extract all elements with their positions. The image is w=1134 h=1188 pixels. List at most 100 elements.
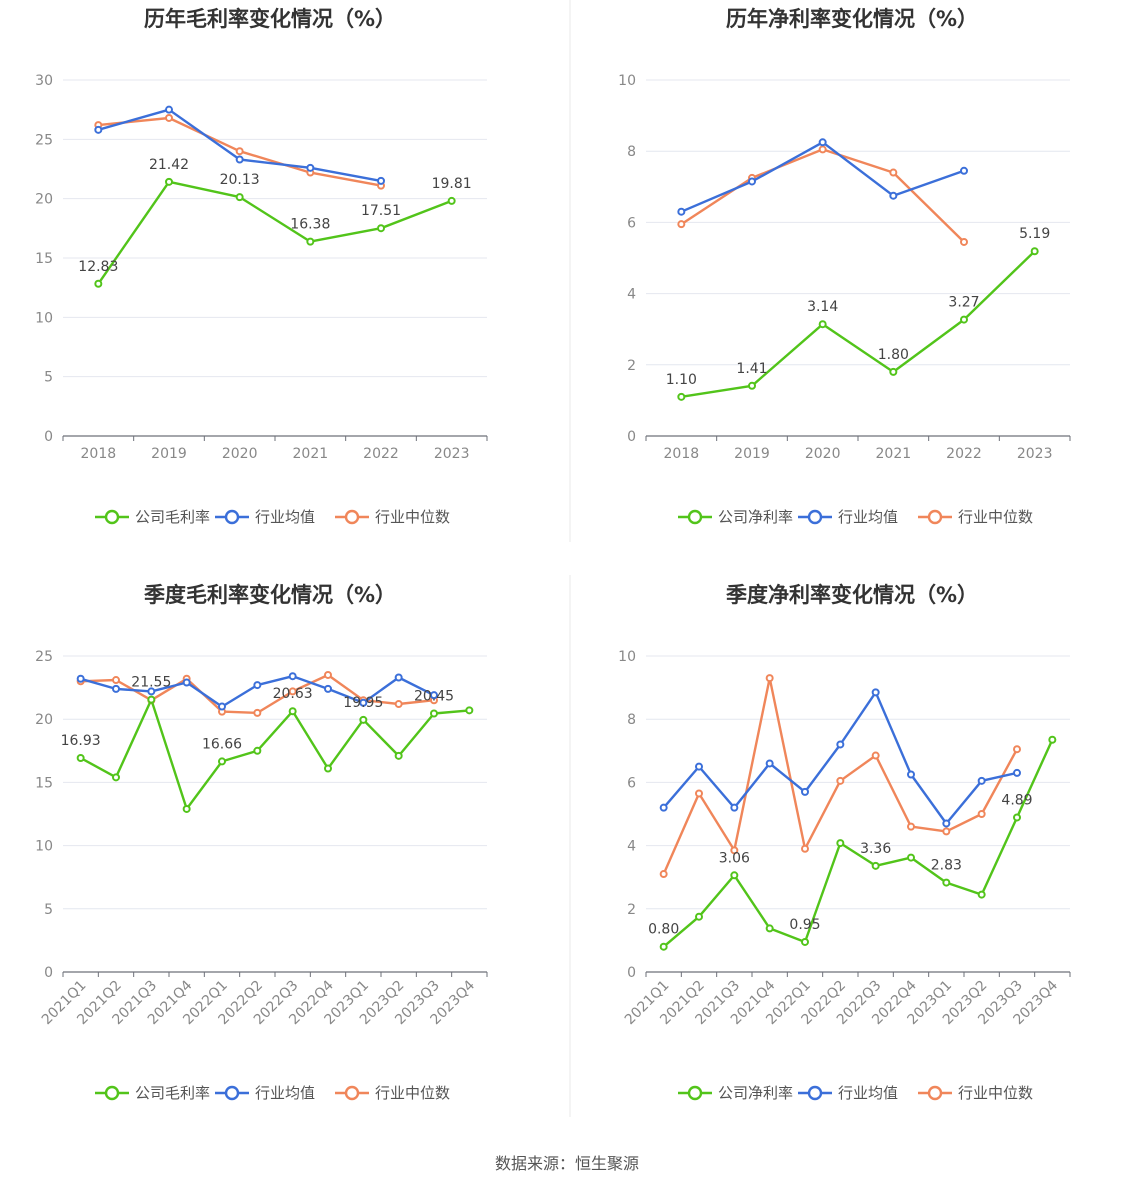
data-point: [253, 708, 262, 717]
legend-label: 公司净利率: [718, 1084, 793, 1102]
legend-marker: [344, 509, 360, 525]
y-tick-label: 5: [44, 902, 53, 918]
data-label: 3.36: [860, 841, 891, 857]
data-point: [677, 207, 686, 216]
data-point: [112, 773, 120, 782]
y-tick-label: 25: [35, 132, 53, 148]
series-avg: [76, 672, 438, 711]
series-line: [80, 698, 470, 811]
data-label: 20.45: [414, 689, 454, 705]
data-label: 19.95: [343, 695, 383, 711]
series-line: [662, 739, 1054, 948]
y-tick-label: 8: [627, 712, 636, 728]
series-company: [677, 247, 1039, 401]
data-label: 4.89: [1001, 792, 1032, 808]
data-point: [430, 709, 438, 718]
x-tick-label: 2019: [734, 446, 770, 462]
data-point: [942, 819, 951, 828]
data-point: [394, 673, 403, 682]
data-point: [324, 764, 332, 773]
data-point: [359, 715, 368, 724]
data-label: 16.38: [290, 217, 330, 233]
series-line: [97, 180, 453, 285]
y-tick-label: 10: [618, 649, 636, 665]
data-label: 0.95: [789, 917, 820, 933]
x-tick-label: 2021: [293, 446, 329, 462]
data-point: [942, 878, 951, 887]
data-point: [960, 166, 968, 175]
y-tick-label: 5: [44, 370, 53, 386]
data-point: [907, 770, 915, 779]
data-point: [76, 754, 85, 763]
chart-title: 历年净利率变化情况（%）: [726, 7, 978, 31]
data-point: [677, 392, 686, 401]
legend-label: 行业均值: [838, 508, 898, 526]
legend-marker: [344, 1085, 360, 1101]
legend: 公司净利率 行业均值 行业中位数: [678, 508, 1033, 526]
data-point: [1048, 735, 1057, 744]
x-tick-label: 2022: [946, 446, 982, 462]
data-point: [977, 810, 986, 818]
data-point: [182, 804, 191, 813]
data-label: 20.63: [273, 686, 313, 702]
data-point: [889, 367, 898, 376]
legend-item-company: 公司毛利率: [95, 508, 210, 526]
data-point: [748, 381, 756, 390]
data-point: [942, 827, 951, 836]
legend-marker: [807, 1085, 823, 1101]
data-point: [818, 320, 827, 329]
y-tick-label: 4: [627, 839, 636, 855]
y-tick-label: 2: [627, 358, 636, 374]
legend-item-company: 公司净利率: [678, 508, 793, 526]
y-tick-label: 20: [35, 192, 53, 208]
data-point: [730, 846, 739, 855]
legend: 公司毛利率 行业均值 行业中位数: [95, 1084, 450, 1102]
data-label: 5.19: [1019, 226, 1050, 242]
data-point: [836, 776, 845, 785]
data-point: [165, 177, 173, 186]
data-point: [960, 315, 968, 324]
legend-label: 公司净利率: [718, 508, 793, 526]
y-tick-label: 20: [35, 712, 53, 728]
data-label: 21.55: [131, 675, 171, 691]
x-tick-label: 2018: [81, 446, 117, 462]
data-point: [377, 224, 385, 233]
data-label: 17.51: [361, 203, 401, 219]
data-point: [430, 691, 438, 700]
data-label: 20.13: [220, 172, 260, 188]
x-tick-label: 2020: [805, 446, 841, 462]
data-point: [447, 196, 456, 205]
legend-item-avg: 行业均值: [215, 1084, 315, 1102]
legend-label: 行业均值: [255, 1084, 315, 1102]
legend-marker: [104, 509, 120, 525]
y-tick-label: 8: [627, 144, 636, 160]
data-point: [306, 163, 315, 172]
y-tick-label: 15: [35, 251, 53, 267]
x-tick-label: 2022: [363, 446, 399, 462]
data-label: 12.83: [78, 259, 118, 275]
chart-panel-1: 历年毛利率变化情况（%） 0 5 10 15 20 25 30 2018 2019 2020 2021…: [35, 7, 488, 526]
data-point: [871, 861, 880, 870]
y-tick-label: 6: [627, 215, 636, 231]
data-label: 16.66: [202, 736, 242, 752]
data-point: [235, 147, 244, 156]
data-point: [288, 707, 297, 716]
data-point: [801, 937, 809, 946]
legend-marker: [927, 509, 943, 525]
data-label: 3.14: [807, 299, 838, 315]
y-tick-label: 0: [44, 965, 53, 981]
data-label: 16.93: [61, 733, 101, 749]
legend-item-median: 行业中位数: [918, 1084, 1033, 1102]
chart-title: 季度净利率变化情况（%）: [726, 583, 978, 607]
y-tick-label: 10: [35, 839, 53, 855]
data-point: [253, 681, 262, 690]
data-label: 1.80: [878, 347, 909, 363]
data-point: [765, 759, 774, 768]
data-point: [324, 670, 332, 679]
legend-label: 公司毛利率: [135, 1084, 210, 1102]
data-point: [695, 912, 703, 921]
data-point: [765, 674, 774, 683]
data-label: 3.27: [948, 295, 979, 311]
legend-item-avg: 行业均值: [798, 508, 898, 526]
data-point: [1013, 745, 1021, 754]
